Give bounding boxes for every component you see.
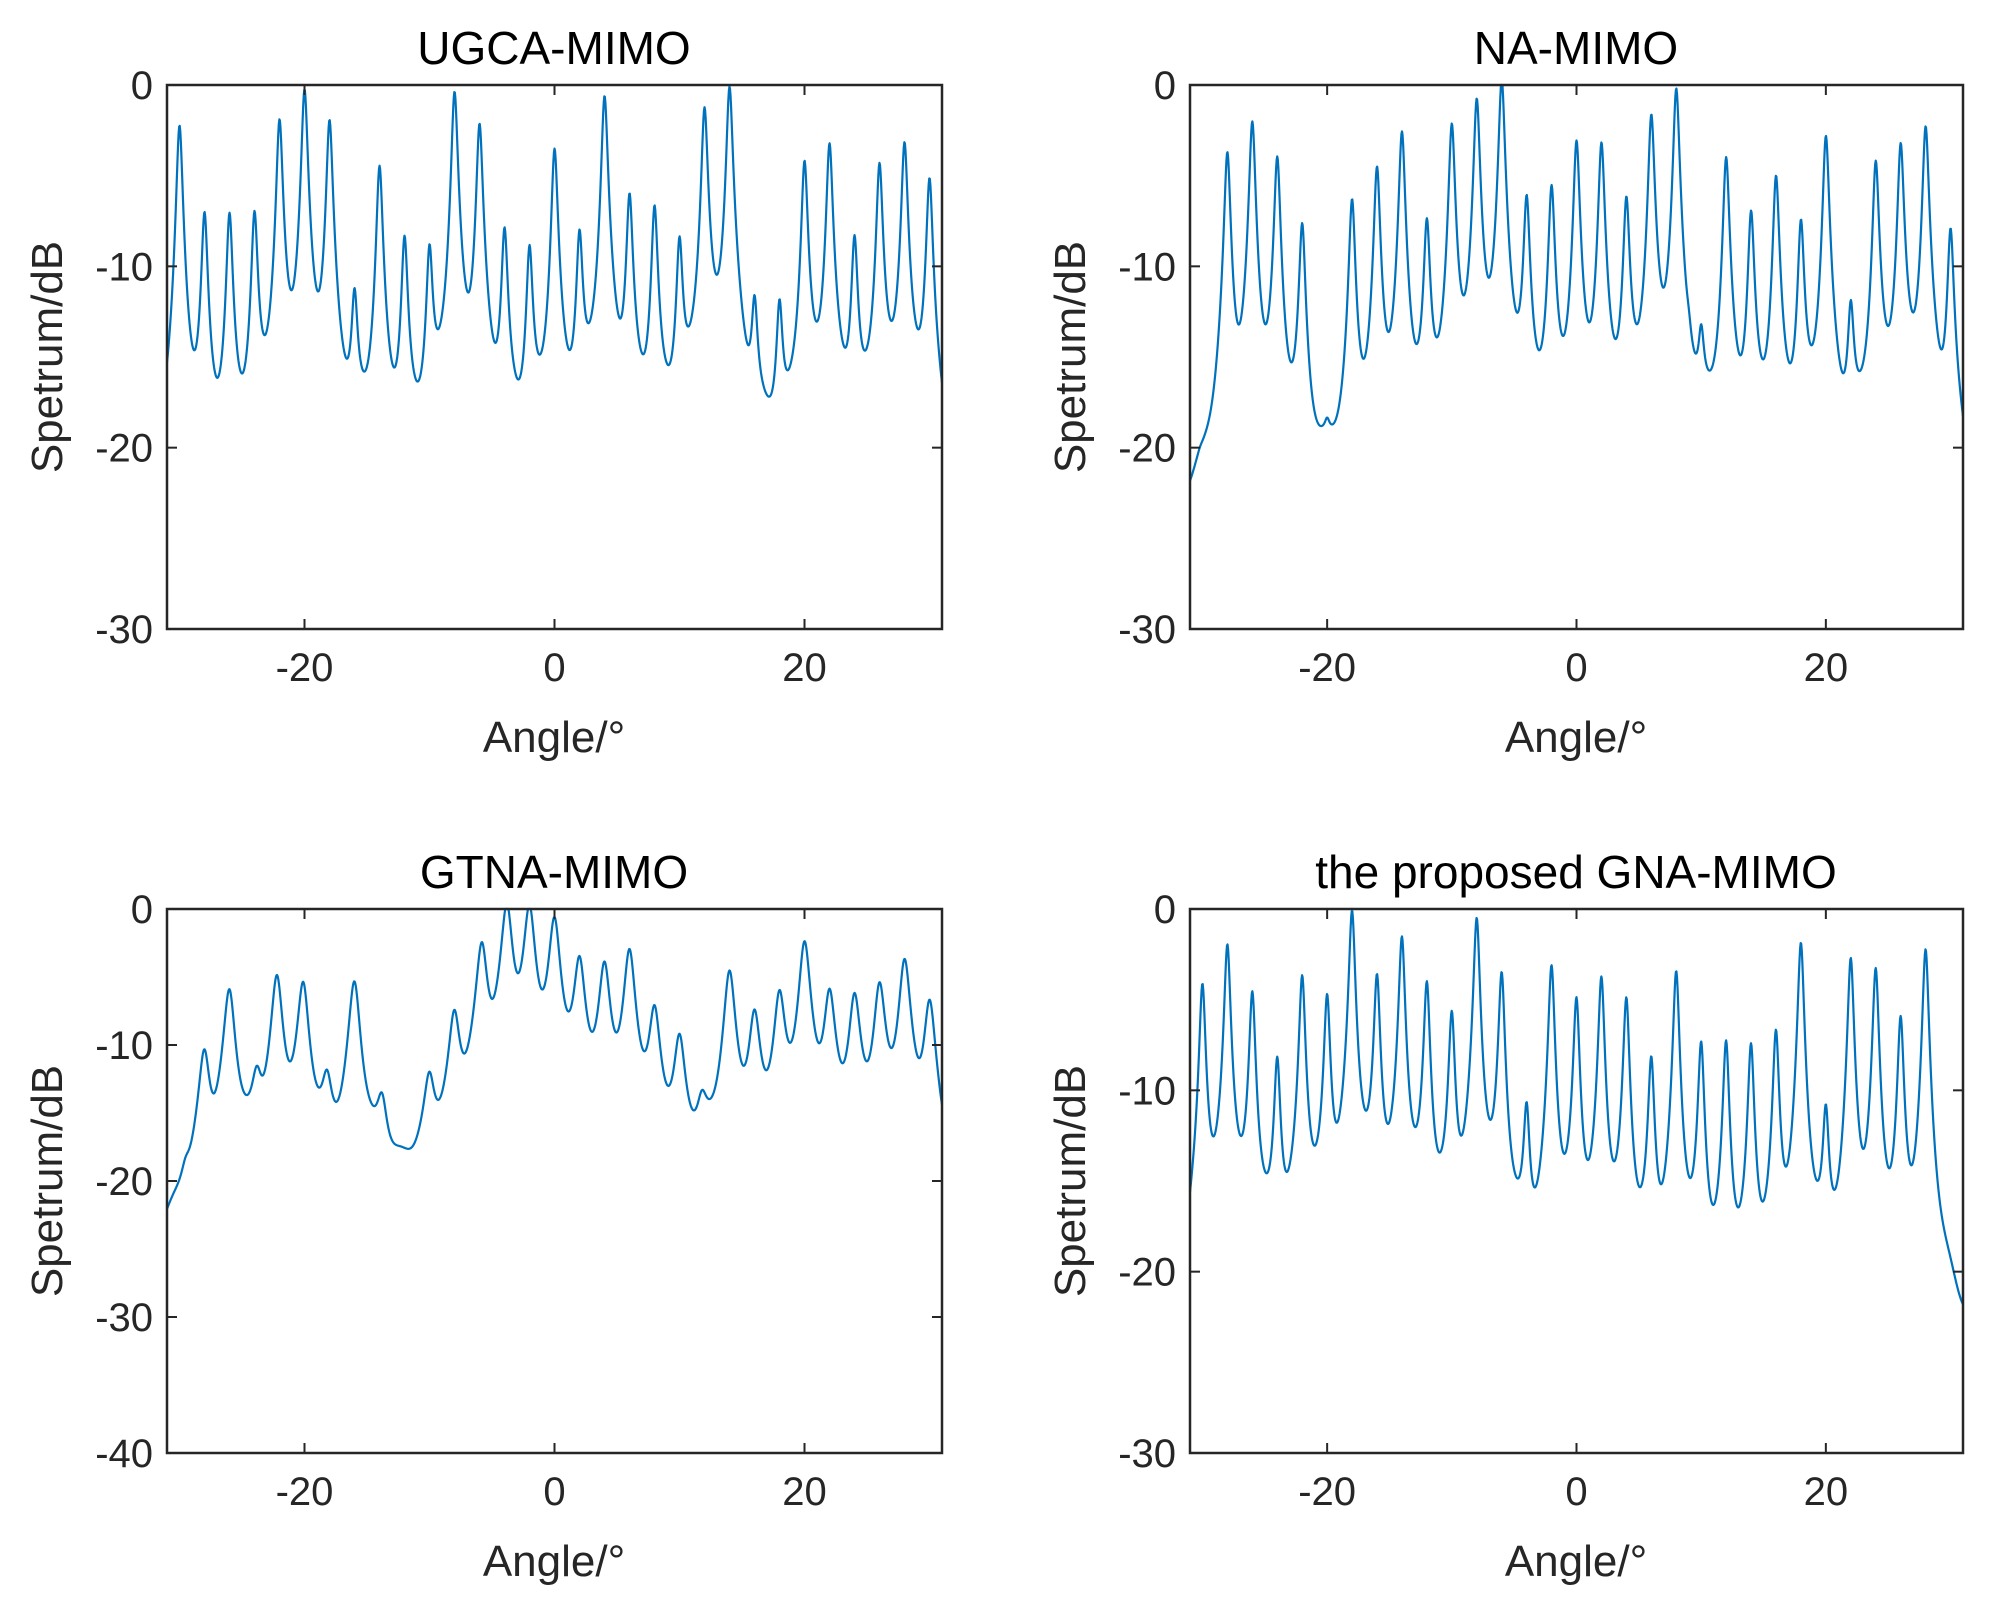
- y-tick-label: 0: [1154, 888, 1176, 932]
- x-tick-label: 20: [1804, 1470, 1849, 1514]
- y-tick-label: -30: [1118, 1432, 1176, 1476]
- x-tick-label: 0: [1565, 646, 1587, 690]
- y-axis-label: Spetrum/dB: [1046, 241, 1095, 473]
- ticks: -20 0 20 0 -10 -20 -30: [95, 64, 942, 690]
- spectrum-series-line: [165, 907, 944, 1210]
- axes-box: [1188, 907, 1965, 1455]
- y-tick-label: -20: [95, 1160, 153, 1204]
- panel-ugca-mimo: UGCA-MIMO -20 0 20 0 -10 -20 -30 Angle/° Spetr…: [23, 22, 944, 762]
- x-tick-label: 0: [543, 646, 565, 690]
- panel-na-mimo: NA-MIMO -20 0 20 0 -10 -20 -30 Angle/° Spetrum…: [1046, 22, 1965, 762]
- y-tick-label: 0: [1154, 64, 1176, 108]
- y-tick-label: 0: [131, 64, 153, 108]
- spectrum-series-line: [165, 85, 944, 398]
- axes-box: [165, 83, 944, 631]
- panel-title: GTNA-MIMO: [420, 846, 688, 898]
- plot-area: [1188, 909, 1964, 1305]
- x-tick-label: 0: [1565, 1470, 1587, 1514]
- y-tick-label: -40: [95, 1432, 153, 1476]
- y-tick-label: -10: [95, 245, 153, 289]
- y-tick-label: -10: [1118, 1069, 1176, 1113]
- x-axis-label: Angle/°: [1505, 1537, 1647, 1586]
- y-tick-label: -20: [1118, 1251, 1176, 1295]
- ticks: -20 0 20 0 -10 -20 -30: [1118, 64, 1963, 690]
- y-tick-label: -30: [1118, 608, 1176, 652]
- y-tick-label: 0: [131, 888, 153, 932]
- y-tick-label: -30: [95, 608, 153, 652]
- panel-title: UGCA-MIMO: [417, 22, 690, 74]
- x-tick-label: 20: [782, 1470, 827, 1514]
- ticks: -20 0 20 0 -10 -20 -30 -40: [95, 888, 942, 1514]
- x-axis-label: Angle/°: [1505, 713, 1647, 762]
- spectrum-series-line: [1188, 83, 1965, 482]
- x-tick-label: 20: [1804, 646, 1849, 690]
- x-tick-label: -20: [1298, 1470, 1356, 1514]
- plot-area: [165, 907, 944, 1210]
- y-tick-label: -10: [95, 1024, 153, 1068]
- y-axis-label: Spetrum/dB: [1046, 1065, 1095, 1297]
- panel-proposed-gna-mimo: the proposed GNA-MIMO -20 0 20 0 -10 -20 -30 A…: [1046, 846, 1965, 1586]
- y-tick-label: -20: [1118, 427, 1176, 471]
- x-axis-label: Angle/°: [483, 713, 625, 762]
- x-tick-label: -20: [276, 646, 334, 690]
- spectrum-series-line: [1188, 909, 1964, 1305]
- x-axis-label: Angle/°: [483, 1537, 625, 1586]
- y-axis-label: Spetrum/dB: [23, 1065, 72, 1297]
- y-tick-label: -10: [1118, 245, 1176, 289]
- panel-gtna-mimo: GTNA-MIMO -20 0 20 0 -10 -20 -30 -40 Angle/° Sp…: [23, 846, 944, 1586]
- panel-title: NA-MIMO: [1474, 22, 1678, 74]
- ticks: -20 0 20 0 -10 -20 -30: [1118, 888, 1963, 1514]
- axes-box: [165, 907, 944, 1455]
- x-tick-label: 20: [782, 646, 827, 690]
- panel-title: the proposed GNA-MIMO: [1315, 846, 1837, 898]
- x-tick-label: -20: [276, 1470, 334, 1514]
- plot-area: [1188, 83, 1965, 482]
- plot-area: [165, 85, 944, 398]
- y-tick-label: -20: [95, 427, 153, 471]
- y-tick-label: -30: [95, 1296, 153, 1340]
- x-tick-label: 0: [543, 1470, 565, 1514]
- x-tick-label: -20: [1298, 646, 1356, 690]
- y-axis-label: Spetrum/dB: [23, 241, 72, 473]
